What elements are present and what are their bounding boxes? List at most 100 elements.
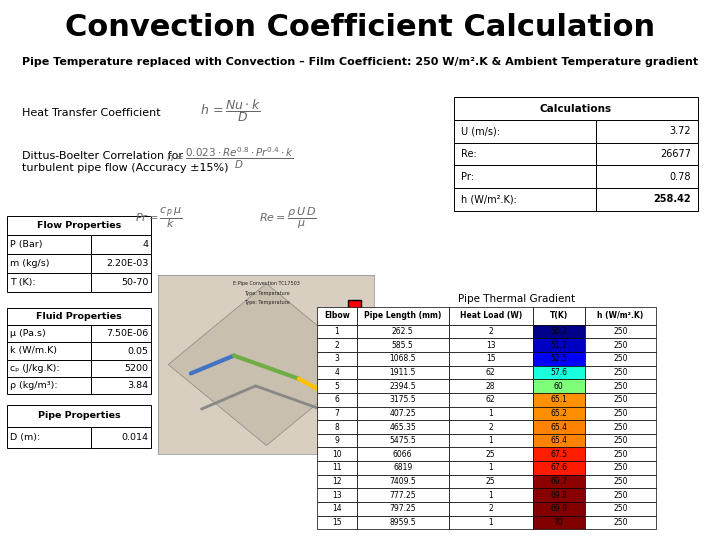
FancyBboxPatch shape bbox=[357, 434, 449, 448]
Text: 0.05: 0.05 bbox=[127, 347, 148, 355]
Text: $h_{\,} = \dfrac{Nu\cdot k}{D}$: $h_{\,} = \dfrac{Nu\cdot k}{D}$ bbox=[200, 97, 261, 124]
FancyBboxPatch shape bbox=[317, 488, 357, 502]
FancyBboxPatch shape bbox=[357, 366, 449, 380]
Text: 69.7: 69.7 bbox=[550, 477, 567, 486]
FancyBboxPatch shape bbox=[91, 235, 151, 254]
FancyBboxPatch shape bbox=[317, 366, 357, 380]
Text: 51.2: 51.2 bbox=[550, 341, 567, 350]
FancyBboxPatch shape bbox=[7, 360, 91, 377]
FancyBboxPatch shape bbox=[91, 427, 151, 448]
FancyBboxPatch shape bbox=[595, 143, 698, 165]
FancyBboxPatch shape bbox=[449, 434, 533, 448]
Text: 6066: 6066 bbox=[393, 450, 413, 459]
FancyBboxPatch shape bbox=[357, 325, 449, 339]
FancyBboxPatch shape bbox=[7, 216, 151, 235]
Text: 62: 62 bbox=[486, 368, 495, 377]
Text: Elbow: Elbow bbox=[324, 312, 350, 320]
Text: cₚ (J/kg.K):: cₚ (J/kg.K): bbox=[10, 364, 60, 373]
FancyBboxPatch shape bbox=[533, 475, 585, 488]
FancyBboxPatch shape bbox=[585, 475, 657, 488]
Text: 2: 2 bbox=[488, 327, 493, 336]
FancyBboxPatch shape bbox=[357, 420, 449, 434]
Polygon shape bbox=[168, 284, 364, 446]
Text: 2: 2 bbox=[334, 341, 339, 350]
FancyBboxPatch shape bbox=[449, 448, 533, 461]
Text: 65.4: 65.4 bbox=[550, 436, 567, 445]
Text: m (kg/s): m (kg/s) bbox=[10, 259, 50, 268]
FancyBboxPatch shape bbox=[454, 188, 595, 211]
FancyBboxPatch shape bbox=[585, 516, 657, 529]
FancyBboxPatch shape bbox=[533, 488, 585, 502]
FancyBboxPatch shape bbox=[357, 407, 449, 420]
Text: 26677: 26677 bbox=[660, 149, 691, 159]
FancyBboxPatch shape bbox=[7, 342, 91, 360]
FancyBboxPatch shape bbox=[7, 254, 91, 273]
FancyBboxPatch shape bbox=[449, 516, 533, 529]
Text: 5: 5 bbox=[334, 382, 339, 390]
Text: 1: 1 bbox=[488, 436, 493, 445]
Text: 250: 250 bbox=[613, 327, 628, 336]
Text: 75.100: 75.100 bbox=[321, 424, 336, 428]
FancyBboxPatch shape bbox=[585, 407, 657, 420]
Text: 7: 7 bbox=[334, 409, 339, 418]
Text: 65.1: 65.1 bbox=[550, 395, 567, 404]
Text: h (W/m².K):: h (W/m².K): bbox=[461, 194, 517, 204]
Text: 60: 60 bbox=[554, 382, 564, 390]
Text: 13: 13 bbox=[486, 341, 495, 350]
FancyBboxPatch shape bbox=[449, 475, 533, 488]
FancyBboxPatch shape bbox=[317, 407, 357, 420]
Text: 3.84: 3.84 bbox=[127, 381, 148, 390]
FancyBboxPatch shape bbox=[449, 461, 533, 475]
Text: 1068.5: 1068.5 bbox=[390, 354, 416, 363]
Text: 65.4: 65.4 bbox=[550, 422, 567, 431]
Text: 250: 250 bbox=[613, 354, 628, 363]
Text: T(K): T(K) bbox=[549, 312, 567, 320]
Text: 6: 6 bbox=[334, 395, 339, 404]
Text: 3.72: 3.72 bbox=[670, 126, 691, 136]
FancyBboxPatch shape bbox=[585, 488, 657, 502]
FancyBboxPatch shape bbox=[449, 488, 533, 502]
Text: 3: 3 bbox=[334, 354, 339, 363]
Text: Dittus-Boelter Correlation for
turbulent pipe flow (Accuracy ±15%): Dittus-Boelter Correlation for turbulent… bbox=[22, 151, 228, 173]
FancyBboxPatch shape bbox=[348, 300, 361, 320]
FancyBboxPatch shape bbox=[449, 502, 533, 516]
Text: 1: 1 bbox=[488, 491, 493, 500]
FancyBboxPatch shape bbox=[348, 347, 361, 366]
Text: 14: 14 bbox=[332, 504, 341, 513]
FancyBboxPatch shape bbox=[533, 502, 585, 516]
Text: T (K):: T (K): bbox=[10, 278, 36, 287]
Text: h (W/m².K): h (W/m².K) bbox=[598, 312, 644, 320]
Text: 0.78: 0.78 bbox=[670, 172, 691, 181]
Text: 7.50E-06: 7.50E-06 bbox=[106, 329, 148, 338]
Text: 250: 250 bbox=[613, 504, 628, 513]
FancyBboxPatch shape bbox=[7, 377, 91, 394]
Text: 13: 13 bbox=[332, 491, 341, 500]
Text: 50-70: 50-70 bbox=[121, 278, 148, 287]
Text: Calculations: Calculations bbox=[540, 104, 612, 113]
Text: 12: 12 bbox=[332, 477, 341, 486]
FancyBboxPatch shape bbox=[357, 516, 449, 529]
FancyBboxPatch shape bbox=[454, 120, 595, 143]
Text: Flow Properties: Flow Properties bbox=[37, 221, 122, 230]
FancyBboxPatch shape bbox=[317, 516, 357, 529]
FancyBboxPatch shape bbox=[357, 475, 449, 488]
Text: 1: 1 bbox=[334, 327, 339, 336]
FancyBboxPatch shape bbox=[585, 434, 657, 448]
Text: 57.6: 57.6 bbox=[550, 368, 567, 377]
Text: $Pr = \dfrac{c_p\,\mu}{k}$: $Pr = \dfrac{c_p\,\mu}{k}$ bbox=[135, 205, 182, 230]
Text: Heat Transfer Coefficient: Heat Transfer Coefficient bbox=[22, 108, 161, 118]
Text: 777.25: 777.25 bbox=[390, 491, 416, 500]
FancyBboxPatch shape bbox=[585, 502, 657, 516]
FancyBboxPatch shape bbox=[533, 407, 585, 420]
Text: 1: 1 bbox=[488, 518, 493, 527]
Text: Pipe Temperature replaced with Convection – Film Coefficient: 250 W/m².K & Ambie: Pipe Temperature replaced with Convectio… bbox=[22, 57, 698, 67]
Text: 67.6: 67.6 bbox=[550, 463, 567, 472]
FancyBboxPatch shape bbox=[533, 380, 585, 393]
FancyBboxPatch shape bbox=[585, 448, 657, 461]
Text: 70: 70 bbox=[554, 518, 564, 527]
Text: 0.014: 0.014 bbox=[122, 433, 148, 442]
FancyBboxPatch shape bbox=[7, 235, 91, 254]
Text: 2: 2 bbox=[488, 504, 493, 513]
Text: 250: 250 bbox=[613, 422, 628, 431]
FancyBboxPatch shape bbox=[7, 325, 91, 342]
